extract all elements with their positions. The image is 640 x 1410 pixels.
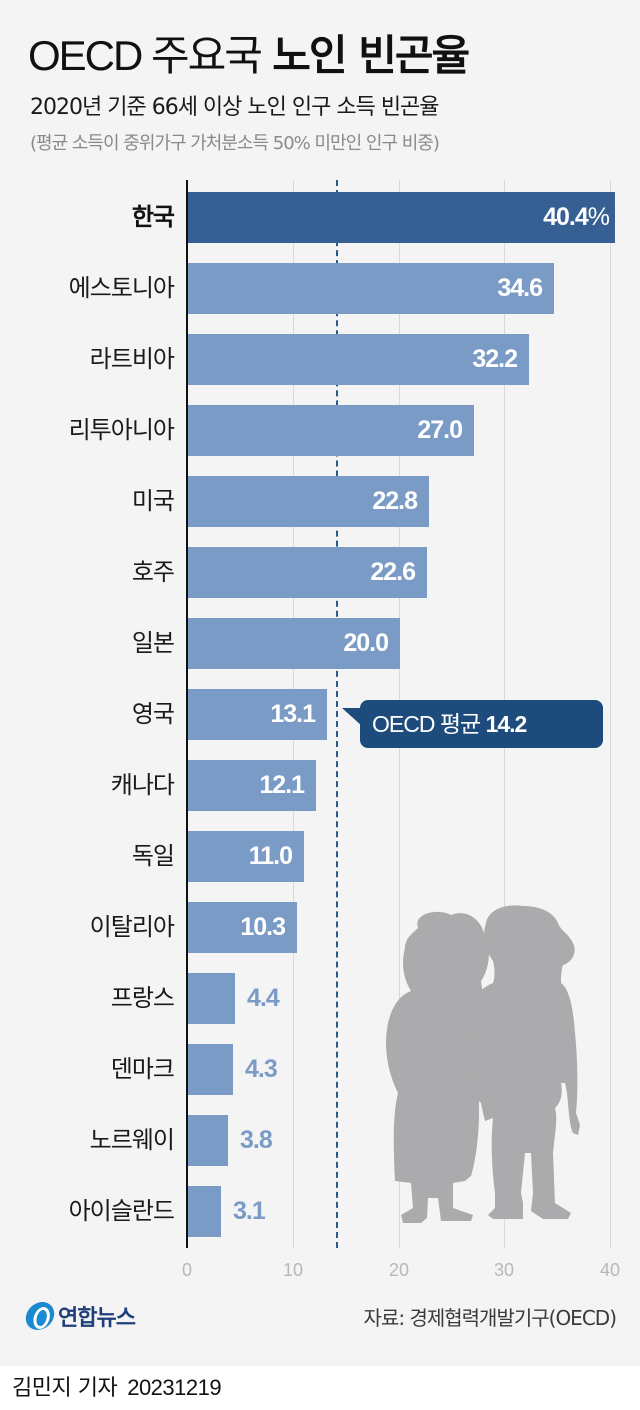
y-axis-line xyxy=(186,180,188,1248)
value-label: 27.0 xyxy=(417,405,463,456)
value-label: 32.2 xyxy=(472,334,518,385)
publish-date: 20231219 xyxy=(127,1375,222,1400)
x-tick-label: 0 xyxy=(181,1260,193,1280)
callout-value: 14.2 xyxy=(485,711,528,737)
definition-note: (평균 소득이 중위가구 가처분소득 50% 미만인 인구 비중) xyxy=(30,133,440,154)
value-number: 3.8 xyxy=(240,1126,273,1154)
value-number: 40.4 xyxy=(543,203,589,231)
x-tick-label: 20 xyxy=(388,1260,410,1280)
value-label: 13.1 xyxy=(270,689,316,740)
value-number: 13.1 xyxy=(270,700,316,728)
value-label: 3.8 xyxy=(240,1115,273,1166)
value-number: 3.1 xyxy=(233,1197,266,1225)
value-label: 12.1 xyxy=(259,760,305,811)
page-title: OECD 주요국 노인 빈곤율 xyxy=(28,22,470,83)
title-bold: 노인 빈곤율 xyxy=(272,31,470,80)
value-number: 34.6 xyxy=(497,274,543,302)
category-label: 리투아니아 xyxy=(68,416,175,444)
oecd-average-line xyxy=(336,180,338,1248)
value-number: 27.0 xyxy=(417,416,463,444)
source-note: 자료: 경제협력개발기구(OECD) xyxy=(363,1306,617,1330)
bar xyxy=(188,1186,221,1237)
category-label: 라트비아 xyxy=(89,345,175,373)
category-label: 미국 xyxy=(131,487,175,515)
bar xyxy=(188,1115,228,1166)
bar xyxy=(188,405,474,456)
gridline xyxy=(610,180,611,1248)
value-number: 22.6 xyxy=(370,558,416,586)
value-label: 22.8 xyxy=(372,476,418,527)
bar xyxy=(188,831,304,882)
value-number: 32.2 xyxy=(472,345,518,373)
byline: 김민지 기자 20231219 xyxy=(12,1370,222,1402)
value-label: 22.6 xyxy=(370,547,416,598)
x-tick-label: 30 xyxy=(493,1260,515,1280)
category-label: 캐나다 xyxy=(110,771,175,799)
x-tick-label: 40 xyxy=(599,1260,621,1280)
value-label: 34.6 xyxy=(497,263,543,314)
value-label: 4.3 xyxy=(245,1044,278,1095)
subtitle: 2020년 기준 66세 이상 노인 인구 소득 빈곤율 xyxy=(30,95,440,120)
bar xyxy=(188,760,316,811)
category-label: 호주 xyxy=(131,558,175,586)
value-number: 4.4 xyxy=(247,984,280,1012)
category-label: 에스토니아 xyxy=(68,274,175,302)
category-label: 한국 xyxy=(131,203,175,231)
bar xyxy=(188,689,327,740)
bar xyxy=(188,334,529,385)
category-label: 이탈리아 xyxy=(89,913,175,941)
value-label: 4.4 xyxy=(247,973,280,1024)
value-number: 22.8 xyxy=(372,487,418,515)
value-label: 20.0 xyxy=(343,618,389,669)
bar xyxy=(188,263,554,314)
bar xyxy=(188,1044,233,1095)
callout-pointer xyxy=(342,708,362,726)
bar xyxy=(188,192,615,243)
bar xyxy=(188,618,400,669)
value-label: 3.1 xyxy=(233,1186,266,1237)
value-number: 12.1 xyxy=(259,771,305,799)
category-label: 프랑스 xyxy=(110,984,175,1012)
logo-text: 연합뉴스 xyxy=(58,1306,136,1331)
bar xyxy=(188,973,235,1024)
category-label: 영국 xyxy=(131,700,175,728)
value-number: 11.0 xyxy=(248,842,293,870)
x-tick-label: 10 xyxy=(282,1260,304,1280)
oecd-average-callout: OECD 평균 14.2 xyxy=(360,700,603,748)
value-number: 20.0 xyxy=(343,629,389,657)
percent-sign: % xyxy=(587,203,610,231)
category-label: 아이슬란드 xyxy=(68,1197,175,1225)
value-label: 11.0 xyxy=(248,831,293,882)
bar-chart: 한국 40.4% 에스토니아 34.6 라트비아 32.2 리투아니아 27.0 미국 22.8 호… xyxy=(68,180,621,1280)
value-label: 40.4% xyxy=(543,192,610,243)
category-label: 독일 xyxy=(131,842,175,870)
reporter-name: 김민지 기자 xyxy=(12,1376,118,1401)
bar xyxy=(188,547,427,598)
category-label: 일본 xyxy=(131,629,175,657)
category-label: 노르웨이 xyxy=(89,1126,175,1154)
yonhap-logo: 연합뉴스 xyxy=(23,1300,136,1332)
value-number: 4.3 xyxy=(245,1055,278,1083)
yonhap-logo-icon xyxy=(23,1302,57,1330)
callout-label: OECD 평균 xyxy=(372,711,481,737)
title-light: OECD 주요국 xyxy=(28,32,263,79)
value-number: 10.3 xyxy=(240,913,286,941)
bar xyxy=(188,902,297,953)
category-label: 덴마크 xyxy=(110,1055,175,1083)
elderly-couple-silhouette-icon xyxy=(386,905,580,1223)
bar xyxy=(188,476,429,527)
value-label: 10.3 xyxy=(240,902,286,953)
